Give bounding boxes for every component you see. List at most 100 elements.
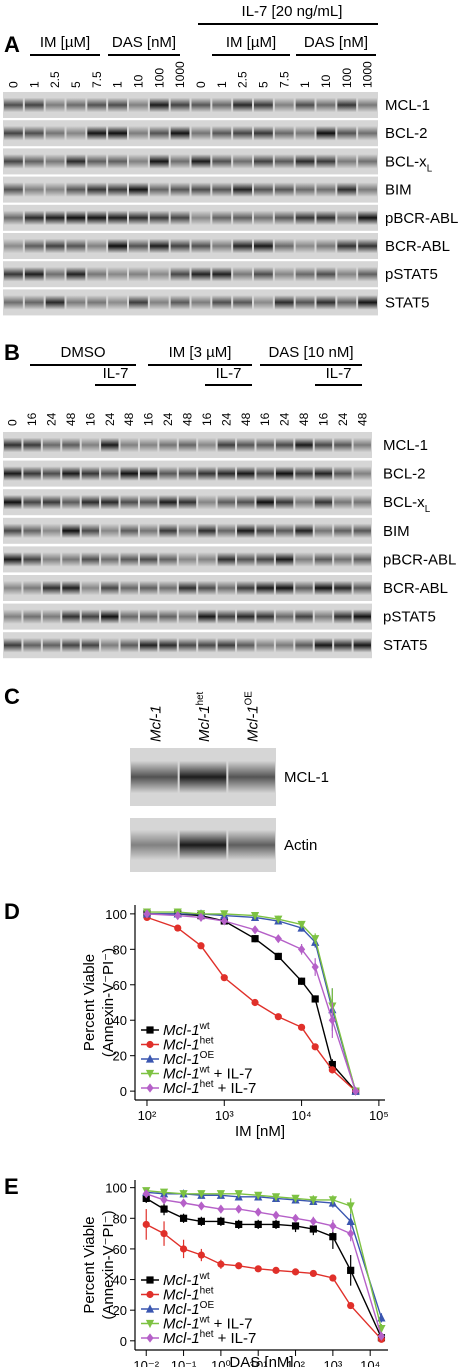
legend-sup: wt [199,1315,210,1326]
blot-band [275,609,294,624]
blot-band [101,437,119,453]
blot-band [66,182,86,197]
blot-band [295,609,313,624]
lane-label: 48 [239,412,253,426]
blot-band [316,210,336,226]
blot-band [237,523,255,539]
blot-band [4,238,23,254]
lane-label: 1 [111,81,125,88]
lane-label: 0 [194,81,208,88]
data-point [311,1043,319,1051]
series-line [146,913,357,1092]
blot-band [170,182,190,197]
blot-band [120,552,138,567]
blot-band [256,552,274,567]
y-axis-label: (Annexin-V⁻PI⁻) [100,1210,117,1319]
blot-band [66,125,86,141]
blot-band [170,266,190,282]
blot-band [316,295,336,310]
blot-band [178,466,197,481]
lane-label: 24 [103,412,117,426]
blot-band [23,437,41,453]
blot-band [233,266,252,282]
data-point [274,952,282,961]
data-point [311,935,320,944]
blot-band [139,552,158,567]
blot-band [120,466,138,481]
blot-band [337,295,357,310]
blot-band [191,295,211,310]
blot-band [314,523,333,539]
blot-band [358,154,377,169]
blot-band [101,466,119,481]
blot-band [353,466,371,481]
blot-band [139,523,158,539]
blot-band [149,154,169,169]
blot-band [81,552,100,567]
blot-band [314,494,333,510]
blot-band [295,295,315,310]
blot-band [101,552,119,567]
data-point [274,1013,282,1021]
blot-band [23,580,41,596]
label-main: Mcl-1 [245,705,262,742]
blot-band [217,437,236,453]
blot-band [237,494,255,510]
legend-name: Mcl-1 [163,1272,200,1289]
blot-band [274,182,294,197]
lane-label: 10 [131,74,145,88]
blot-band [198,637,216,653]
data-point [251,935,259,943]
data-point [146,1040,154,1049]
blot-band [62,466,80,481]
blot-band [87,266,107,282]
blot-strip [3,148,378,175]
group-label: IM [µM] [226,34,276,51]
blot-band [254,182,273,197]
panel-letter: C [4,684,20,709]
blot-band [334,523,352,539]
blot-band [316,154,336,169]
blot-band [129,125,148,141]
blot-band [256,466,274,481]
series-line [146,916,357,1092]
blot-band [233,182,252,197]
blot-band [254,154,273,169]
lane-label: 7.5 [277,71,291,88]
blot-band [274,97,294,113]
data-point [291,1268,300,1276]
blot-band [295,266,315,282]
blot-band [87,238,107,254]
blot-band [191,154,211,169]
row-label: STAT5 [383,637,427,654]
x-tick-label: 10² [138,1108,157,1123]
y-axis-label: Percent Viable [81,954,98,1051]
blot-band [228,829,275,861]
blot-strip [3,204,378,231]
blot-band [256,609,274,624]
label-main: BCR-ABL [385,238,450,255]
legend-sup: het [200,1079,214,1090]
row-label: BCR-ABL [385,238,450,255]
y-tick-label: 20 [113,1049,127,1064]
blot-band [159,552,177,567]
lane-label: Mcl-1het [195,691,213,742]
label-main: pSTAT5 [385,266,438,283]
data-point [235,1220,243,1229]
legend-entry: Mcl-1OE [163,1300,214,1318]
blot-band [217,494,236,510]
blot-band [4,494,22,510]
blot-band [4,466,22,481]
blot-band [139,580,158,596]
blot-band [334,552,352,567]
blot-band [4,609,22,624]
blot-band [101,494,119,510]
lane-label: 16 [258,412,272,426]
blot-band [358,182,377,197]
blot-band [275,466,294,481]
legend-name: Mcl-1 [163,1301,200,1318]
label-main: BCL-2 [383,466,426,483]
lane-label: 16 [142,412,156,426]
blot-band [353,609,371,624]
